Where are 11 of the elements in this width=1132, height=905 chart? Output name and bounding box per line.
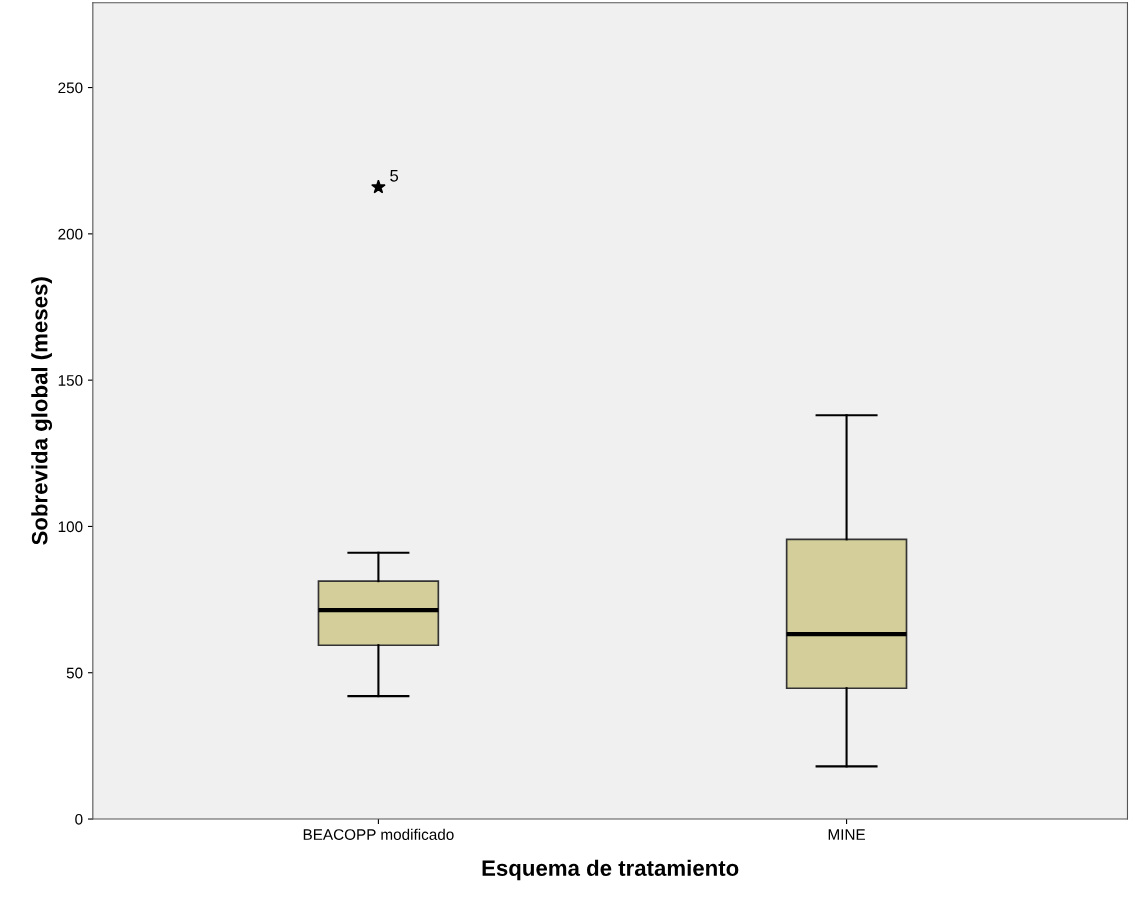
y-tick-label: 150 — [58, 375, 83, 386]
y-tick-label: 250 — [58, 82, 83, 94]
y-tick-label: 0 — [75, 813, 83, 825]
y-axis-title: Sobrevida global (meses) — [31, 277, 53, 545]
y-tick-label: 50 — [66, 667, 83, 679]
x-tick-label: MINE — [828, 829, 866, 840]
annotation: 5 — [390, 170, 399, 182]
y-tick-label: 100 — [58, 521, 83, 533]
x-tick-label: BEACOPP modificado — [303, 828, 454, 840]
x-axis-title: Esquema de tratamiento — [482, 859, 739, 881]
y-tick-label: 200 — [58, 228, 83, 240]
